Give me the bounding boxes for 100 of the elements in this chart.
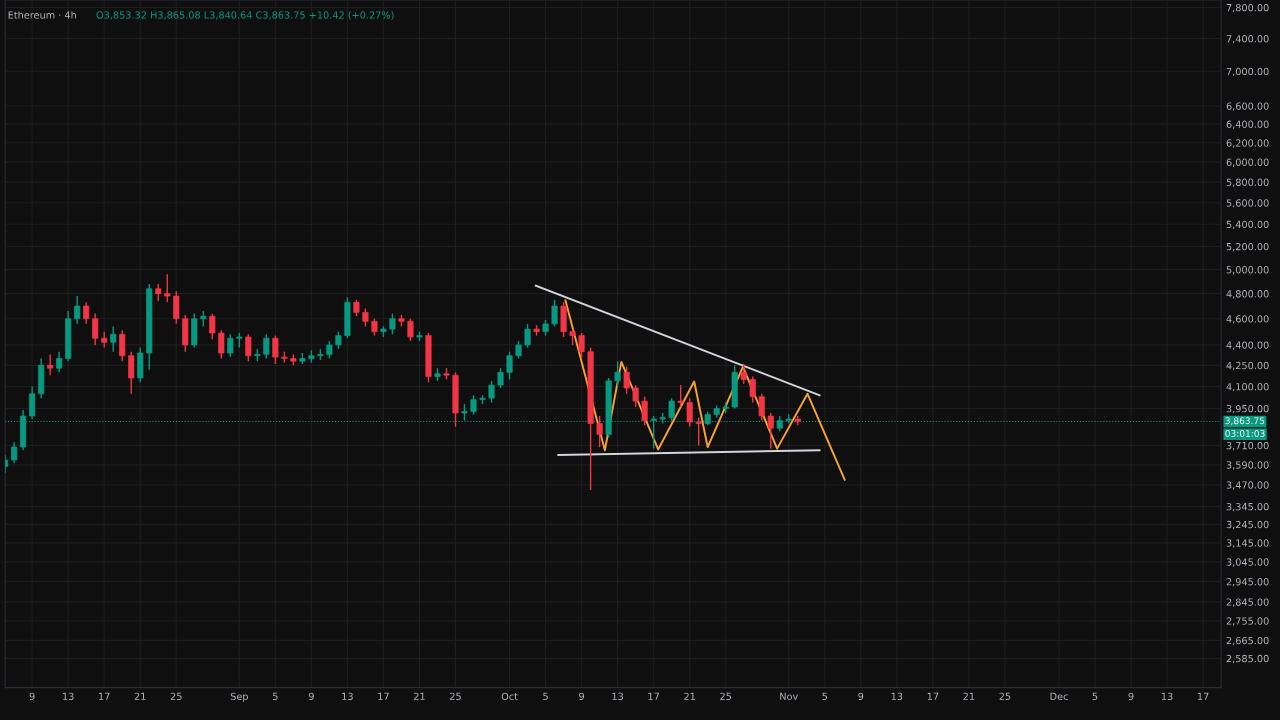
x-tick-label: 13	[342, 692, 353, 700]
candlestick	[695, 416, 702, 447]
candlestick	[74, 295, 81, 325]
candlestick	[245, 333, 252, 362]
y-tick-label: 7,800.00	[1226, 3, 1269, 13]
y-tick-label: 3,950.00	[1226, 404, 1269, 414]
text: Ethereum · 4h	[8, 11, 76, 19]
x-tick-label: 21	[134, 692, 146, 700]
y-tick-label: 3,045.00	[1226, 558, 1269, 567]
x-tick-label: 9	[1128, 692, 1134, 700]
candlestick	[83, 301, 90, 325]
candlestick	[551, 299, 558, 328]
candlestick	[578, 332, 585, 360]
x-tick-label: 25	[450, 692, 461, 700]
y-tick-label: 3,710.00	[1226, 441, 1269, 451]
candlestick	[164, 273, 171, 303]
y-tick-label: 4,100.00	[1226, 383, 1269, 392]
candlestick	[488, 380, 495, 404]
candlestick	[110, 325, 117, 353]
candlestick	[758, 393, 765, 422]
candlestick	[614, 360, 621, 388]
x-tick-label: 17	[378, 692, 389, 700]
x-tick-label: Dec	[1050, 692, 1068, 700]
x-tick-label: 25	[170, 692, 182, 700]
x-tick-label: 17	[1197, 692, 1209, 700]
x-tick-label: 5	[1092, 692, 1098, 700]
y-tick-label: 7,400.00	[1226, 35, 1269, 44]
candlestick	[218, 329, 225, 360]
candlestick	[623, 366, 630, 395]
y-tick-label: 5,000.00	[1226, 266, 1269, 275]
ref-line-label: 3,863.75	[1225, 417, 1265, 426]
x-tick-label: Oct	[501, 692, 518, 700]
y-tick-label: 4,250.00	[1226, 361, 1269, 371]
x-tick-label: Sep	[230, 692, 248, 702]
candlestick	[677, 384, 684, 408]
x-tick-label: 5	[822, 692, 828, 700]
y-tick-label: 6,000.00	[1226, 158, 1269, 167]
candlestick	[506, 350, 513, 381]
x-tick-label: 17	[927, 692, 939, 700]
candlestick	[470, 394, 477, 416]
x-tick-label: 21	[963, 692, 975, 700]
y-tick-label: 6,400.00	[1226, 120, 1269, 129]
candlestick	[596, 415, 603, 448]
x-tick-label: 5	[543, 692, 548, 700]
x-tick-label: 25	[720, 692, 732, 700]
x-tick-label: 17	[648, 692, 660, 700]
text: 03:01:03	[1225, 430, 1265, 437]
y-tick-label: 3,145.00	[1226, 539, 1269, 548]
y-tick-label: 5,200.00	[1226, 242, 1269, 252]
x-tick-label: 9	[29, 692, 35, 700]
candlestick	[641, 395, 648, 426]
candlestick	[173, 290, 180, 325]
x-tick-label: 9	[579, 692, 584, 700]
x-tick-label: 5	[273, 692, 278, 700]
y-tick-label: 4,400.00	[1226, 341, 1269, 350]
candlestick	[407, 318, 414, 342]
x-tick-label: 13	[612, 692, 624, 700]
y-tick-label: 2,755.00	[1226, 617, 1269, 626]
y-tick-label: 2,845.00	[1226, 598, 1269, 607]
candlestick	[497, 367, 504, 389]
x-tick-label: 9	[858, 692, 864, 700]
candlestick	[128, 350, 135, 395]
candlestick	[263, 333, 270, 360]
y-tick-label: 6,600.00	[1226, 102, 1269, 111]
candlestick	[767, 412, 774, 450]
candlestick	[632, 384, 639, 408]
x-tick-label: 25	[999, 692, 1011, 700]
annotation: O3,853.32 H3,865.08 L3,840.64 C3,863.75 +10.42 (+0.27%)	[96, 11, 394, 20]
x-tick-label: 21	[684, 692, 695, 700]
x-tick-label: 13	[63, 692, 74, 700]
candlestick	[11, 441, 18, 464]
x-tick-label: 17	[99, 692, 110, 700]
y-tick-label: 6,200.00	[1226, 139, 1269, 148]
x-tick-label: 13	[1161, 692, 1173, 700]
y-tick-label: 2,665.00	[1226, 636, 1269, 646]
candlestick	[686, 397, 693, 428]
y-tick-label: 5,400.00	[1226, 220, 1269, 230]
candlestick	[119, 329, 126, 362]
x-tick-label: 21	[413, 692, 425, 700]
candlestick	[749, 375, 756, 404]
y-tick-label: 2,945.00	[1226, 578, 1269, 587]
candlestick	[272, 334, 279, 365]
y-tick-label: 5,600.00	[1226, 199, 1269, 208]
y-tick-label: 3,470.00	[1226, 481, 1269, 490]
candlestick	[209, 312, 216, 341]
candlestick	[47, 353, 54, 376]
candlestick	[56, 350, 63, 374]
candlestick	[92, 312, 99, 346]
y-tick-label: 3,590.00	[1226, 461, 1269, 470]
candlestick	[227, 333, 234, 358]
x-tick-label: Nov	[780, 692, 798, 700]
candlestick	[29, 385, 36, 420]
y-tick-label: 7,000.00	[1226, 67, 1269, 77]
y-tick-label: 5,800.00	[1226, 178, 1269, 187]
candlestick	[389, 312, 396, 335]
y-tick-label: 3,345.00	[1226, 502, 1269, 512]
y-tick-label: 2,585.00	[1226, 654, 1269, 664]
y-tick-label: 4,600.00	[1226, 315, 1269, 324]
candlestick	[524, 323, 531, 349]
x-tick-label: 13	[891, 692, 903, 700]
